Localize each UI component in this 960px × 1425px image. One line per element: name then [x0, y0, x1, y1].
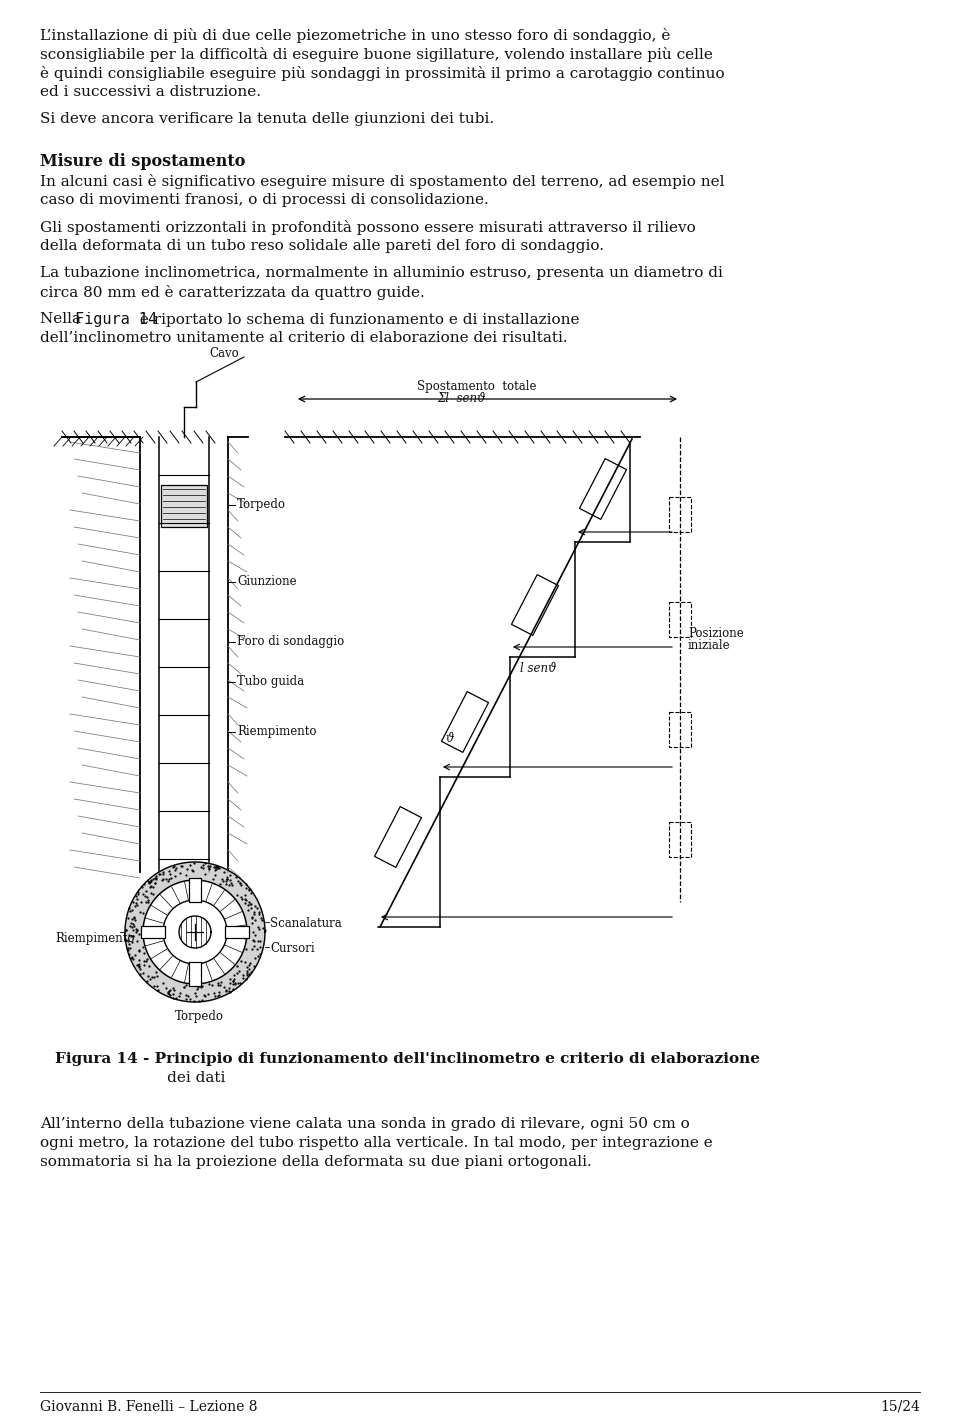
Polygon shape: [580, 459, 627, 519]
Text: è quindi consigliabile eseguire più sondaggi in prossimità il primo a carotaggio: è quindi consigliabile eseguire più sond…: [40, 66, 725, 81]
Text: dei dati: dei dati: [55, 1072, 226, 1084]
Bar: [669, 822, 691, 856]
Text: Spostamento  totale: Spostamento totale: [417, 380, 537, 393]
Text: Gli spostamenti orizzontali in profondità possono essere misurati attraverso il : Gli spostamenti orizzontali in profondit…: [40, 219, 696, 235]
Text: ogni metro, la rotazione del tubo rispetto alla verticale. In tal modo, per inte: ogni metro, la rotazione del tubo rispet…: [40, 1136, 712, 1150]
Text: è riportato lo schema di funzionamento e di installazione: è riportato lo schema di funzionamento e…: [135, 312, 580, 326]
Polygon shape: [143, 881, 247, 985]
Text: Tubo guida: Tubo guida: [237, 675, 304, 688]
Bar: [669, 497, 691, 532]
Text: ϑ: ϑ: [445, 732, 453, 745]
Text: Σl  senϑ: Σl senϑ: [437, 392, 486, 405]
Polygon shape: [179, 916, 211, 948]
Text: Giovanni B. Fenelli – Lezione 8: Giovanni B. Fenelli – Lezione 8: [40, 1399, 257, 1414]
Text: Cavo: Cavo: [209, 348, 239, 361]
Text: dell’inclinometro unitamente al criterio di elaborazione dei risultati.: dell’inclinometro unitamente al criterio…: [40, 331, 567, 345]
Text: Si deve ancora verificare la tenuta delle giunzioni dei tubi.: Si deve ancora verificare la tenuta dell…: [40, 113, 494, 125]
Text: La tubazione inclinometrica, normalmente in alluminio estruso, presenta un diame: La tubazione inclinometrica, normalmente…: [40, 266, 723, 279]
Text: Figura 14 - Principio di funzionamento dell'inclinometro e criterio di elaborazi: Figura 14 - Principio di funzionamento d…: [55, 1052, 760, 1066]
Bar: [669, 601, 691, 637]
Text: circa 80 mm ed è caratterizzata da quattro guide.: circa 80 mm ed è caratterizzata da quatt…: [40, 285, 424, 301]
Bar: [161, 485, 207, 527]
Text: Nella: Nella: [40, 312, 85, 326]
Text: In alcuni casi è significativo eseguire misure di spostamento del terreno, ad es: In alcuni casi è significativo eseguire …: [40, 174, 725, 190]
Polygon shape: [189, 962, 201, 986]
Text: 15/24: 15/24: [880, 1399, 920, 1414]
Text: Figura 14: Figura 14: [75, 312, 157, 326]
Text: Posizione: Posizione: [688, 627, 744, 640]
Polygon shape: [189, 878, 201, 902]
Text: della deformata di un tubo reso solidale alle pareti del foro di sondaggio.: della deformata di un tubo reso solidale…: [40, 239, 604, 254]
Text: sommatoria si ha la proiezione della deformata su due piani ortogonali.: sommatoria si ha la proiezione della def…: [40, 1156, 591, 1168]
Text: All’interno della tubazione viene calata una sonda in grado di rilevare, ogni 50: All’interno della tubazione viene calata…: [40, 1117, 689, 1131]
Polygon shape: [125, 862, 265, 1002]
Text: Scanalatura: Scanalatura: [270, 918, 342, 931]
Text: Foro di sondaggio: Foro di sondaggio: [237, 636, 345, 648]
Polygon shape: [225, 926, 249, 938]
Bar: [669, 712, 691, 747]
Text: l senϑ: l senϑ: [520, 663, 557, 675]
Text: Cursori: Cursori: [270, 942, 315, 955]
Polygon shape: [512, 574, 559, 636]
Polygon shape: [141, 926, 165, 938]
Text: iniziale: iniziale: [688, 638, 731, 653]
Text: caso di movimenti franosi, o di processi di consolidazione.: caso di movimenti franosi, o di processi…: [40, 192, 489, 207]
Polygon shape: [442, 691, 489, 752]
Text: Giunzione: Giunzione: [237, 576, 297, 589]
Text: L’installazione di più di due celle piezometriche in uno stesso foro di sondaggi: L’installazione di più di due celle piez…: [40, 28, 670, 43]
Text: Riempimento: Riempimento: [55, 932, 134, 945]
Polygon shape: [374, 807, 421, 868]
Text: Misure di spostamento: Misure di spostamento: [40, 152, 246, 170]
Text: Riempimento: Riempimento: [237, 725, 317, 738]
Text: Torpedo: Torpedo: [175, 1010, 224, 1023]
Text: ed i successivi a distruzione.: ed i successivi a distruzione.: [40, 86, 261, 98]
Text: Torpedo: Torpedo: [237, 497, 286, 512]
Text: sconsigliabile per la difficoltà di eseguire buone sigillature, volendo installa: sconsigliabile per la difficoltà di eseg…: [40, 47, 713, 63]
Polygon shape: [163, 901, 227, 963]
